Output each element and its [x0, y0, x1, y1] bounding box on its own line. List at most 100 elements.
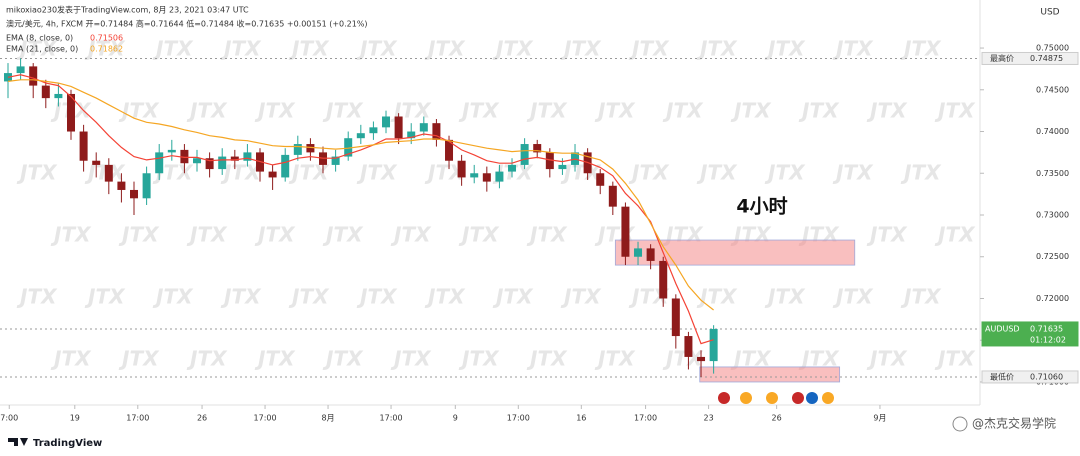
watermark: JTX — [322, 99, 364, 123]
watermark: JTX — [526, 347, 568, 371]
brand-logo — [8, 438, 28, 446]
watermark: JTX — [628, 37, 670, 61]
candle-body — [495, 171, 504, 182]
candle-body — [621, 206, 630, 257]
watermark: JTX — [118, 99, 160, 123]
candle-body — [659, 260, 668, 299]
watermark: JTX — [628, 161, 670, 185]
candle-body — [482, 173, 491, 182]
event-icon — [718, 392, 730, 404]
watermark: JTX — [220, 161, 262, 185]
event-icon — [740, 392, 752, 404]
watermark: JTX — [220, 285, 262, 309]
x-tick-label: 8月 — [322, 414, 335, 423]
price-zone — [699, 366, 841, 383]
watermark: JTX — [424, 285, 466, 309]
watermark: JTX — [16, 37, 58, 61]
candle-body — [243, 152, 252, 161]
candle-body — [356, 133, 365, 139]
candle-body — [104, 164, 113, 182]
watermark: JTX — [254, 223, 296, 247]
x-tick-label: 17:00 — [126, 414, 149, 423]
last-countdown: 01:12:02 — [1030, 335, 1066, 344]
watermark: JTX — [458, 99, 500, 123]
watermark: JTX — [84, 285, 126, 309]
watermark: JTX — [356, 161, 398, 185]
candle-body — [205, 158, 214, 170]
candle-body — [697, 356, 706, 362]
watermark: JTX — [934, 347, 976, 371]
price-tag — [981, 51, 1079, 65]
watermark: JTX — [764, 285, 806, 309]
y-tick-label: 0.75000 — [1036, 44, 1069, 53]
candle-body — [130, 189, 139, 199]
candle-body — [281, 154, 290, 178]
x-tick-label: 17:00 — [634, 414, 657, 423]
watermark: JTX — [152, 37, 194, 61]
price-tag — [981, 370, 1079, 384]
candle-body — [520, 144, 529, 165]
high-marker-value: 0.74875 — [1030, 54, 1063, 63]
currency: USD — [1040, 8, 1059, 18]
candle-body — [382, 116, 391, 128]
event-icon — [766, 392, 778, 404]
watermark: JTX — [254, 99, 296, 123]
legend-name: EMA (8, close, 0) — [6, 34, 73, 43]
credit-icon — [952, 416, 968, 432]
candle-body — [193, 158, 202, 164]
header-line1: mikoxiao230发表于TradingView.com, 8月 23, 20… — [6, 5, 249, 15]
candle-body — [41, 85, 50, 99]
watermark: JTX — [900, 37, 942, 61]
candle-body — [331, 156, 340, 165]
watermark: JTX — [798, 347, 840, 371]
watermark: JTX — [492, 37, 534, 61]
candle-body — [92, 160, 101, 165]
watermark: JTX — [900, 285, 942, 309]
candle-body — [634, 248, 643, 257]
watermark: JTX — [458, 347, 500, 371]
candle-body — [608, 185, 617, 207]
candle-body — [457, 160, 466, 178]
event-icon — [822, 392, 834, 404]
watermarks: JTX JTX JTX JTX JTX JTX JTX JTX JTX JTX JTX JTX JTX J… — [16, 37, 976, 371]
x-tick-label: 16 — [576, 414, 586, 423]
candle-body — [545, 152, 554, 170]
candle-body — [407, 131, 416, 139]
candle-body — [306, 144, 315, 153]
y-tick-label: 0.74500 — [1036, 85, 1069, 94]
price-tag — [981, 321, 1079, 347]
candle-body — [470, 173, 479, 178]
legend-name: EMA (21, close, 0) — [6, 45, 78, 54]
low-marker-value: 0.71060 — [1030, 372, 1063, 381]
watermark: JTX — [934, 99, 976, 123]
watermark: JTX — [866, 99, 908, 123]
price-zone — [614, 239, 856, 266]
watermark: JTX — [16, 285, 58, 309]
candle-body — [155, 152, 164, 174]
watermark: JTX — [832, 161, 874, 185]
last-value: 0.71635 — [1030, 324, 1063, 333]
watermark: JTX — [764, 161, 806, 185]
last-symbol: AUDUSD — [985, 324, 1020, 333]
x-tick-label: 7:00 — [0, 414, 18, 423]
candle-body — [79, 131, 88, 161]
legend-value: 0.71506 — [90, 34, 123, 43]
watermark: JTX — [288, 37, 330, 61]
candle-body — [508, 164, 517, 172]
y-tick-label: 0.74000 — [1036, 127, 1069, 136]
watermark: JTX — [526, 223, 568, 247]
watermark: JTX — [152, 285, 194, 309]
candle-body — [117, 181, 126, 190]
watermark: JTX — [696, 37, 738, 61]
watermark: JTX — [84, 37, 126, 61]
watermark: JTX — [492, 285, 534, 309]
candle-body — [16, 66, 25, 74]
x-tick-label: 17:00 — [507, 414, 530, 423]
watermark: JTX — [560, 285, 602, 309]
watermark: JTX — [186, 223, 228, 247]
candle-body — [344, 138, 353, 157]
candle-body — [445, 139, 454, 161]
candle-body — [646, 248, 655, 261]
